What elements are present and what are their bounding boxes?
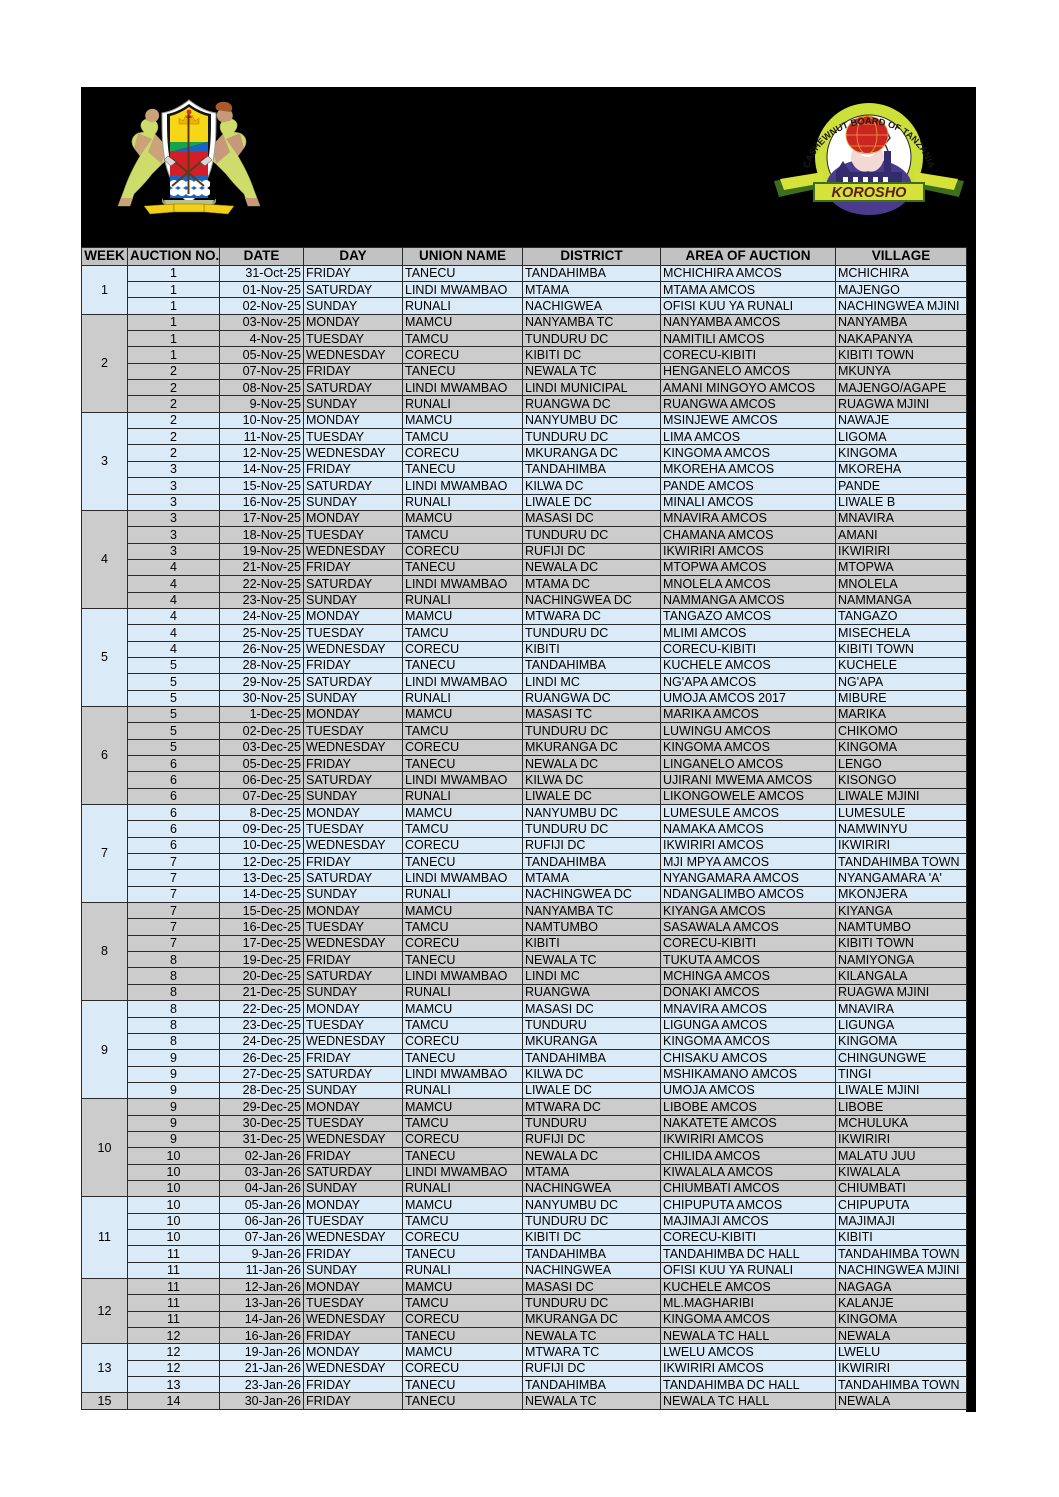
svg-text:KOROSHO: KOROSHO xyxy=(832,185,908,201)
